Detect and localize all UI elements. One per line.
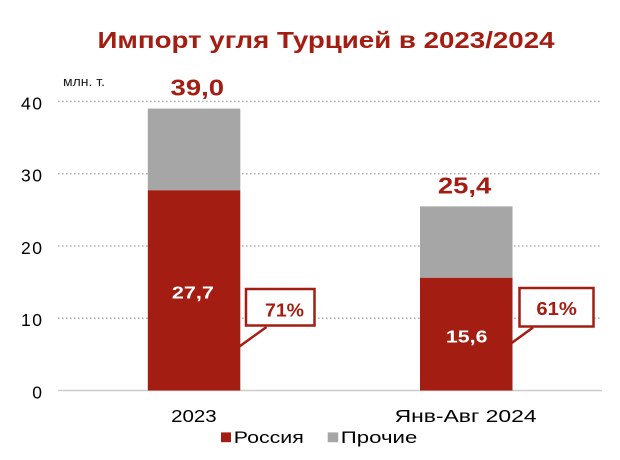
svg-text:25,4: 25,4: [438, 172, 492, 198]
svg-text:Импорт угля Турцией в 2023/202: Импорт угля Турцией в 2023/2024: [98, 27, 555, 53]
svg-text:71%: 71%: [265, 299, 304, 320]
svg-text:27,7: 27,7: [172, 283, 214, 303]
svg-text:40: 40: [21, 93, 42, 113]
svg-text:20: 20: [21, 238, 42, 258]
svg-text:2023: 2023: [171, 406, 217, 426]
svg-text:млн. т.: млн. т.: [63, 74, 105, 89]
svg-text:Янв-Авг 2024: Янв-Авг 2024: [395, 406, 537, 426]
svg-text:61%: 61%: [536, 298, 577, 319]
svg-text:30: 30: [21, 166, 42, 186]
svg-text:10: 10: [21, 310, 42, 330]
svg-text:Россия: Россия: [234, 429, 304, 447]
svg-text:39,0: 39,0: [171, 75, 225, 101]
svg-text:Прочие: Прочие: [341, 429, 418, 447]
svg-text:0: 0: [32, 382, 42, 402]
svg-text:15,6: 15,6: [446, 327, 488, 347]
